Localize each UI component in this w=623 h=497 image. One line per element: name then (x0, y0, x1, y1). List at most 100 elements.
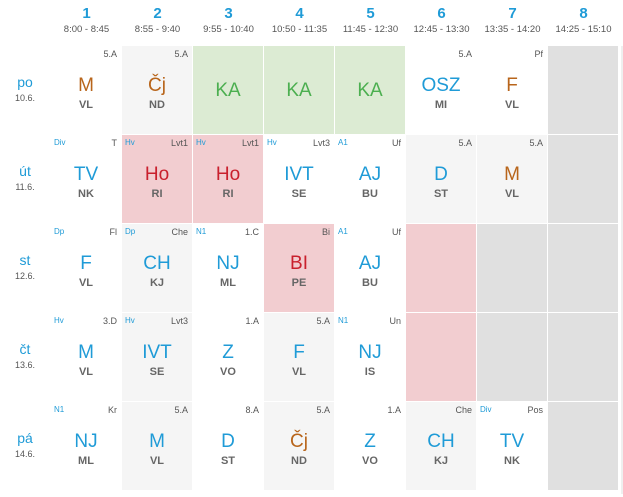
room-label: Kr (108, 405, 117, 415)
lesson-cell[interactable]: Div T TV NK (51, 135, 122, 224)
lesson-cell[interactable]: Dp Che CH KJ (122, 224, 193, 313)
lesson-cell[interactable]: Hv Lvt1 Ho RI (122, 135, 193, 224)
subject: IVT (284, 164, 314, 185)
subject: M (504, 164, 520, 185)
lesson-cell[interactable]: Hv Lvt3 IVT SE (122, 313, 193, 402)
room-label: Lvt1 (170, 138, 188, 148)
teacher: SE (149, 366, 165, 378)
lesson-cell[interactable]: 1.A Z VO (193, 313, 264, 402)
lesson-cell[interactable]: 5.A Čj ND (264, 402, 335, 491)
lesson-cell[interactable]: 5.A M VL (51, 46, 122, 135)
lesson-cell[interactable]: N1 1.C NJ ML (193, 224, 264, 313)
subject: CH (143, 253, 171, 274)
teacher: VL (504, 188, 520, 200)
day-label-3: st 12.6. (0, 252, 50, 281)
teacher: NK (78, 188, 94, 200)
teacher: MI (434, 99, 448, 111)
subject: CH (427, 431, 455, 452)
room-label: 1.A (245, 316, 259, 326)
period-header-6: 6 12:45 - 13:30 (406, 0, 477, 46)
subject: KA (357, 80, 383, 101)
room-label: 5.A (316, 316, 330, 326)
group-label: Hv (267, 138, 277, 147)
subject: Ho (215, 164, 241, 185)
subject: Z (364, 431, 376, 452)
day-label-4: čt 13.6. (0, 341, 50, 370)
lesson-cell[interactable]: Hv Lvt1 Ho RI (193, 135, 264, 224)
empty-cell (477, 313, 548, 402)
period-number: 4 (295, 5, 304, 22)
empty-cell (406, 313, 477, 402)
lesson-cell[interactable]: 5.A M VL (122, 402, 193, 491)
lesson-cell[interactable]: A1 Uf AJ BU (335, 224, 406, 313)
lesson-cell[interactable]: Che CH KJ (406, 402, 477, 491)
lesson-cell[interactable]: 5.A D ST (406, 135, 477, 224)
lesson-cell[interactable]: KA (335, 46, 406, 135)
teacher: VL (149, 455, 165, 467)
lesson-cell[interactable]: 5.A Čj ND (122, 46, 193, 135)
teacher: IS (364, 366, 376, 378)
lesson-cell[interactable]: N1 Un NJ IS (335, 313, 406, 402)
teacher: RI (222, 188, 234, 200)
room-label: Uf (392, 227, 401, 237)
period-number: 3 (224, 5, 233, 22)
room-label: Pos (527, 405, 543, 415)
room-label: Che (171, 227, 188, 237)
lesson-cell[interactable]: 5.A OSZ MI (406, 46, 477, 135)
room-label: 5.A (458, 138, 472, 148)
period-time: 14:25 - 15:10 (555, 24, 612, 35)
group-label: Hv (196, 138, 206, 147)
lesson-cell[interactable]: KA (193, 46, 264, 135)
teacher: BU (362, 277, 378, 289)
period-time: 12:45 - 13:30 (413, 24, 470, 35)
day-date: 13.6. (14, 360, 36, 370)
lesson-cell[interactable]: Bi BI PE (264, 224, 335, 313)
lesson-cell[interactable]: 5.A M VL (477, 135, 548, 224)
day-date: 14.6. (14, 449, 36, 459)
period-header-1: 1 8:00 - 8:45 (51, 0, 122, 46)
day-date: 10.6. (14, 93, 36, 103)
group-label: Hv (54, 316, 64, 325)
room-label: 5.A (529, 138, 543, 148)
group-label: Div (54, 138, 66, 147)
lesson-cell[interactable]: 1.A Z VO (335, 402, 406, 491)
lesson-cell[interactable]: N1 Kr NJ ML (51, 402, 122, 491)
teacher: ND (291, 455, 307, 467)
subject: Čj (290, 431, 308, 452)
group-label: Hv (125, 316, 135, 325)
teacher: NK (504, 455, 520, 467)
room-label: 5.A (458, 49, 472, 59)
period-time: 10:50 - 11:35 (271, 24, 328, 35)
subject: KA (286, 80, 312, 101)
room-label: Che (455, 405, 472, 415)
empty-cell (548, 313, 619, 402)
period-time: 8:00 - 8:45 (63, 24, 110, 35)
lesson-cell[interactable]: 8.A D ST (193, 402, 264, 491)
lesson-cell[interactable]: Dp Fl F VL (51, 224, 122, 313)
subject: TV (73, 164, 99, 185)
day-name: pá (17, 430, 33, 446)
empty-cell (548, 46, 619, 135)
period-time: 8:55 - 9:40 (134, 24, 181, 35)
teacher: VL (78, 366, 94, 378)
teacher: VO (220, 366, 236, 378)
lesson-cell[interactable]: 5.A F VL (264, 313, 335, 402)
subject: F (80, 253, 92, 274)
teacher: VL (78, 277, 94, 289)
lesson-cell[interactable]: Div Pos TV NK (477, 402, 548, 491)
teacher: VL (78, 99, 94, 111)
room-label: 1.A (387, 405, 401, 415)
teacher: ML (220, 277, 236, 289)
subject: Čj (148, 75, 166, 96)
empty-cell (548, 224, 619, 313)
subject: M (78, 75, 94, 96)
lesson-cell[interactable]: Hv 3.D M VL (51, 313, 122, 402)
lesson-cell[interactable]: KA (264, 46, 335, 135)
room-label: Lvt3 (170, 316, 188, 326)
lesson-cell[interactable]: Hv Lvt3 IVT SE (264, 135, 335, 224)
lesson-cell[interactable]: Pf F VL (477, 46, 548, 135)
subject: BI (290, 253, 308, 274)
lesson-cell[interactable]: A1 Uf AJ BU (335, 135, 406, 224)
group-label: N1 (54, 405, 65, 414)
group-label: Dp (125, 227, 136, 236)
